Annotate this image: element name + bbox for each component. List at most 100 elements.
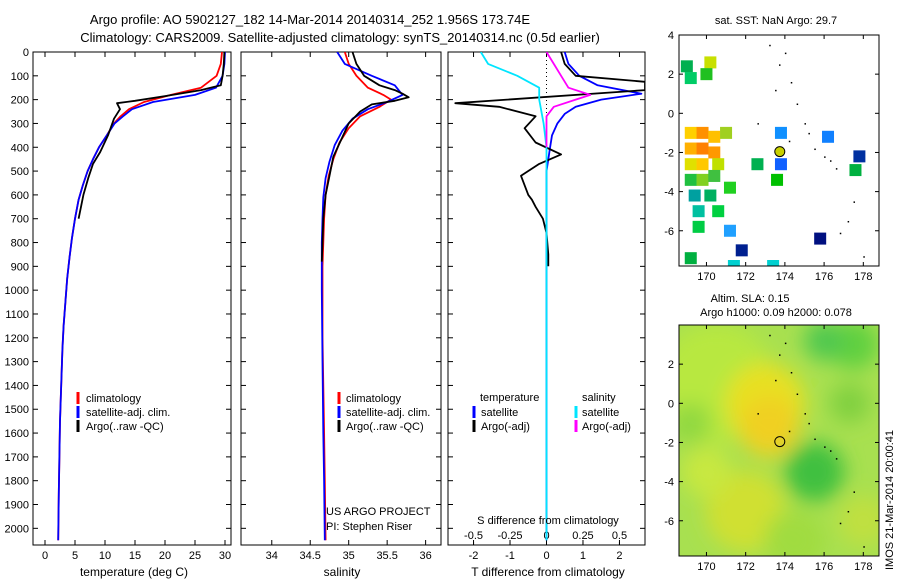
island-dot (775, 89, 777, 92)
sst-cell (727, 260, 740, 266)
series-line-satelliteadjclim (320, 52, 404, 541)
y-tick-label: 0 (668, 108, 674, 120)
imos-credit: IMOS 21-Mar-2014 20:00:41 (884, 430, 896, 570)
sla-blob (804, 325, 845, 361)
legend-argo-label: Argo(..raw -QC) (346, 421, 424, 433)
sla-map: 170 172 174 176 178 2 0 -2 -4 -6 (664, 324, 880, 573)
y-tick-label: 2000 (5, 523, 29, 535)
y-tick-label: 800 (11, 238, 29, 250)
legend-s-satellite-label: satellite (582, 407, 619, 419)
y-tick-label: 4 (668, 30, 674, 42)
island-dot (808, 132, 810, 135)
y-tick-label: 300 (11, 118, 29, 130)
x-tick-label: 15 (129, 550, 141, 562)
series-line-argoadj (454, 52, 645, 267)
x-tick-label: 20 (159, 550, 171, 562)
sst-cell (712, 205, 725, 218)
sla-blob (739, 396, 800, 457)
island-dot (775, 379, 777, 382)
series-line-satelliteadjclim (57, 52, 226, 541)
y-tick-label: 0 (23, 47, 29, 59)
y-tick-label: 200 (11, 95, 29, 107)
legend-temperature-title: temperature (480, 392, 539, 404)
sst-cell (696, 158, 709, 171)
sst-cell (712, 158, 725, 171)
y-tick-label: -6 (664, 226, 674, 238)
y-tick-label: 1600 (5, 428, 29, 440)
temperature-legend: climatology satellite-adj. clim. Argo(..… (76, 392, 170, 433)
x-tick-label: 176 (815, 561, 833, 573)
legend-t-argo-label: Argo(-adj) (481, 421, 530, 433)
island-dot (757, 123, 759, 125)
map-frame (678, 34, 880, 267)
sst-cell (692, 220, 705, 233)
x-tick-label: 176 (815, 271, 833, 283)
sla-field (679, 325, 879, 556)
y-tick-label: -2 (664, 437, 674, 449)
island-dot (779, 64, 781, 66)
series-line-argorawqc (320, 52, 410, 262)
island-dot (790, 371, 793, 374)
sst-cell (684, 252, 697, 265)
y-tick-label: 1900 (5, 500, 29, 512)
y-tick-label: 600 (11, 190, 29, 202)
island-dot (757, 413, 759, 415)
sla-blob (705, 470, 786, 551)
island-dot (769, 44, 771, 47)
island-dot (796, 393, 799, 396)
pi-label: PI: Stephen Riser (326, 521, 413, 533)
y-tick-label: -6 (664, 516, 674, 528)
series-group (57, 52, 226, 541)
island-dot (829, 450, 832, 452)
sst-cell (684, 158, 697, 171)
island-dot (784, 342, 787, 345)
island-dot (824, 156, 826, 158)
title-line-2: Climatology: CARS2009. Satellite-adjuste… (80, 30, 600, 45)
y-tick-label: 700 (11, 214, 29, 226)
x-tick-label: 178 (854, 561, 872, 573)
series-group (454, 52, 645, 541)
x-tick-label: 172 (736, 271, 754, 283)
legend-climatology-label: climatology (86, 393, 142, 405)
island-dot (804, 413, 806, 415)
island-dot (863, 256, 865, 258)
island-dot (829, 160, 832, 162)
island-dot (804, 123, 806, 125)
island-dot (790, 81, 793, 84)
sst-cell (720, 126, 733, 139)
plot-frame (240, 51, 442, 546)
x-tick-label: 30 (219, 550, 231, 562)
s-diff-label: S difference from climatology (477, 515, 619, 527)
island-dot (853, 201, 856, 203)
sst-cell (723, 224, 736, 237)
sst-cell (692, 205, 705, 218)
y-tick-label: 400 (11, 142, 29, 154)
island-dot (839, 232, 842, 235)
sst-cell (774, 126, 787, 139)
sla-blob (764, 510, 825, 556)
island-dot (853, 491, 856, 493)
x-tick-label: 34.5 (300, 550, 321, 562)
sst-cell (751, 158, 764, 171)
sst-cell (684, 173, 697, 186)
map-content (679, 325, 879, 556)
island-dot (808, 422, 810, 425)
sst-cell (684, 142, 697, 155)
island-dot (796, 103, 799, 106)
legend-satellite-label: satellite-adj. clim. (346, 407, 430, 419)
island-dot (847, 220, 850, 223)
s-tick-label: -0.25 (497, 530, 522, 542)
x-tick-label: 0 (42, 550, 48, 562)
x-tick-label: 170 (697, 271, 715, 283)
temperature-xlabel: temperature (deg C) (80, 565, 188, 579)
difference-legend: temperature salinity satellite Argo(-adj… (472, 392, 631, 433)
sst-cell (704, 189, 717, 202)
sst-cell (680, 60, 693, 73)
sst-cell (708, 146, 721, 159)
y-tick-label: -4 (664, 477, 674, 489)
x-tick-label: 36 (419, 550, 431, 562)
x-tick-label: 34 (266, 550, 278, 562)
sst-cell (814, 232, 827, 245)
island-dot (863, 546, 865, 548)
